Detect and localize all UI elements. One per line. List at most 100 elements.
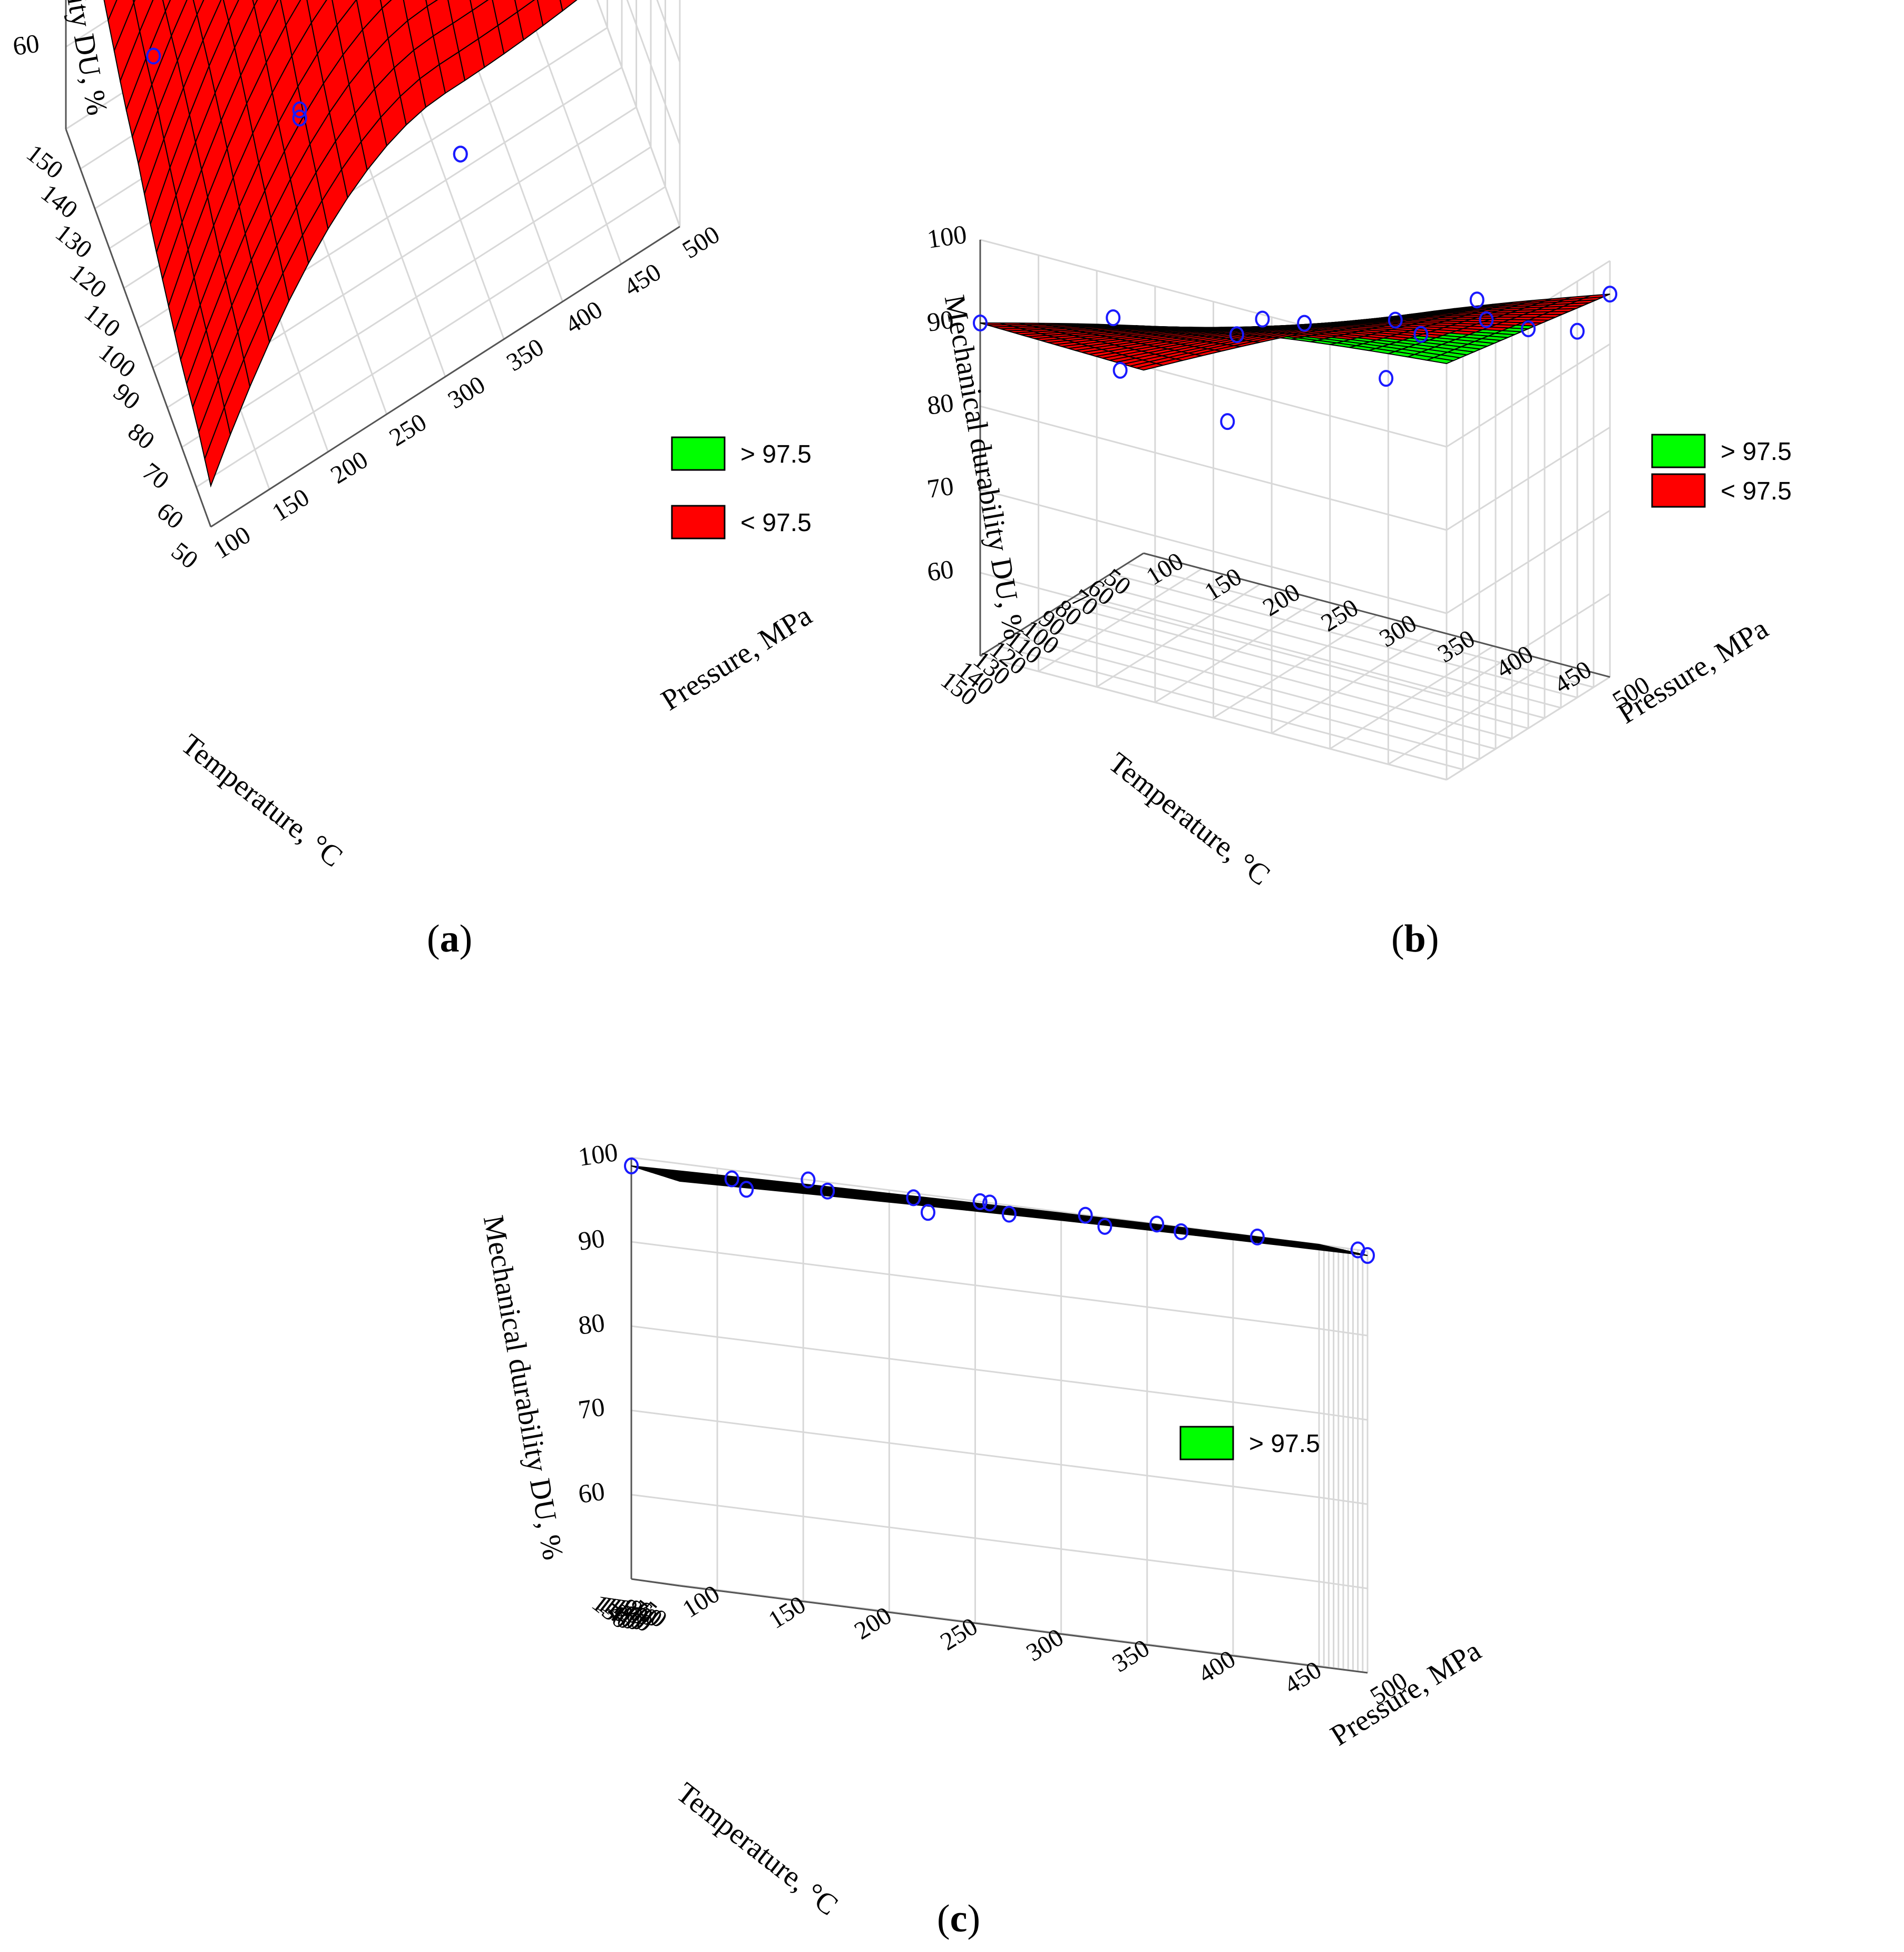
y-axis-title: Temperature, °C: [175, 728, 349, 874]
legend-label: < 97.5: [1721, 477, 1792, 505]
x-axis-title: Pressure, MPa: [1612, 612, 1774, 730]
back-wall-grid-z-70: [631, 1409, 1320, 1498]
caption-c: (c): [937, 1897, 981, 1940]
axis-box-c: [630, 1156, 1369, 1674]
y-tick-label: 100: [94, 338, 141, 383]
data-point: [1388, 311, 1403, 329]
data-point: [1413, 326, 1429, 343]
x-tick-label: 350: [502, 333, 549, 377]
legend-swatch: [1651, 434, 1706, 468]
x-tick-label: 300: [443, 370, 490, 414]
data-point: [624, 1158, 639, 1174]
y-axis-line: [980, 552, 1144, 657]
x-tick-label: 100: [209, 521, 256, 564]
y-tick-label: 150: [21, 139, 68, 184]
floor-grid-t-90: [1078, 593, 1545, 719]
data-point: [800, 1171, 816, 1189]
back-wall-grid-z-80: [631, 1325, 1320, 1414]
legend-swatch: [1179, 1426, 1234, 1460]
z-axis-title: Mechanical durability DU, %: [938, 292, 1031, 642]
x-axis-line: [210, 225, 680, 528]
z-tick-label: 60: [11, 28, 41, 61]
legend-label: > 97.5: [1721, 438, 1792, 466]
data-point: [1112, 361, 1128, 379]
data-point: [739, 1181, 754, 1198]
data-point: [1220, 413, 1235, 430]
data-point: [906, 1189, 921, 1206]
y-tick-label: 50: [166, 537, 203, 574]
floor-grid-t-60: [1127, 563, 1594, 688]
z-tick-label: 90: [925, 304, 955, 337]
points-a: [146, 47, 468, 163]
legend-swatch: [671, 505, 726, 540]
x-axis-title: Pressure, MPa: [656, 599, 817, 717]
points-c: [624, 1158, 1375, 1264]
surface-cell: [204, 405, 231, 488]
legend-label: < 97.5: [740, 509, 812, 537]
data-point: [920, 1204, 935, 1221]
x-axis-line: [679, 1585, 1368, 1674]
x-axis-title: Pressure, MPa: [1325, 1634, 1487, 1752]
data-point: [1229, 326, 1244, 344]
back-wall-grid-z-60: [980, 572, 1447, 698]
data-point: [820, 1182, 835, 1200]
y-axis-title: Temperature, °C: [1102, 746, 1276, 892]
z-axis-title: Mechanical durability DU, %: [21, 0, 114, 117]
data-point: [1360, 1247, 1375, 1264]
data-point: [1255, 310, 1270, 328]
data-point: [1001, 1205, 1017, 1223]
z-tick-label: 80: [925, 387, 955, 420]
back-wall-grid-z-50: [980, 655, 1447, 781]
data-point: [1521, 320, 1536, 338]
legend-swatch: [1651, 473, 1706, 508]
side-wall-grid-z-50: [596, 0, 681, 227]
x-tick-label: 250: [384, 408, 431, 452]
legend-c: > 97.5: [1179, 1426, 1320, 1460]
y-tick-label: 120: [65, 258, 112, 303]
data-point: [1174, 1223, 1189, 1240]
floor-grid-t-120: [1029, 624, 1496, 750]
y-tick-label: 60: [152, 497, 189, 534]
chart-panel-b: 100 150 200 250 300 350 400 450 5005060708090100…: [925, 219, 1792, 892]
y-axis-title: Temperature, °C: [670, 1776, 844, 1922]
surface-cell: [677, 1180, 709, 1185]
y-tick-label: 110: [79, 298, 125, 343]
surface-cell: [192, 0, 204, 16]
floor-grid-p-500: [596, 0, 681, 227]
surface-a: [103, 0, 578, 488]
back-wall-grid-z-90: [631, 1241, 1320, 1330]
data-point: [972, 1193, 988, 1210]
x-tick-label: 400: [560, 296, 607, 339]
y-tick-label: 80: [123, 417, 160, 455]
side-wall-grid-z-60: [626, 0, 681, 145]
data-point: [146, 47, 161, 65]
floor-grid-t-70: [1110, 573, 1578, 699]
points-b: [973, 286, 1617, 430]
caption-b-letter: b: [1404, 917, 1426, 960]
y-tick-label: 70: [137, 457, 174, 495]
y-tick-label: 140: [36, 179, 83, 224]
x-tick-label: 450: [619, 258, 666, 301]
axis-box-b: [979, 239, 1611, 781]
surface-cell: [103, 0, 118, 23]
y-axis-line: [631, 1578, 680, 1587]
back-wall-grid-z-80: [980, 405, 1447, 531]
surface-cell: [162, 0, 171, 13]
surface-b: [980, 293, 1610, 371]
data-point: [973, 315, 988, 331]
x-tick-label: 150: [267, 483, 314, 527]
data-point: [1097, 1218, 1112, 1235]
data-point: [1249, 1228, 1265, 1245]
data-point: [1479, 311, 1494, 328]
x-axis-line: [1143, 552, 1610, 678]
floor-grid-t-140: [996, 645, 1463, 770]
surface-cell: [559, 0, 578, 12]
data-point: [1603, 286, 1617, 303]
data-point: [1106, 309, 1121, 327]
surface-cell: [1135, 362, 1164, 371]
legend-label: > 97.5: [740, 440, 812, 468]
back-wall-grid-z-70: [980, 488, 1447, 614]
legend-label: > 97.5: [1249, 1430, 1320, 1458]
caption-b: (b): [1391, 917, 1439, 960]
